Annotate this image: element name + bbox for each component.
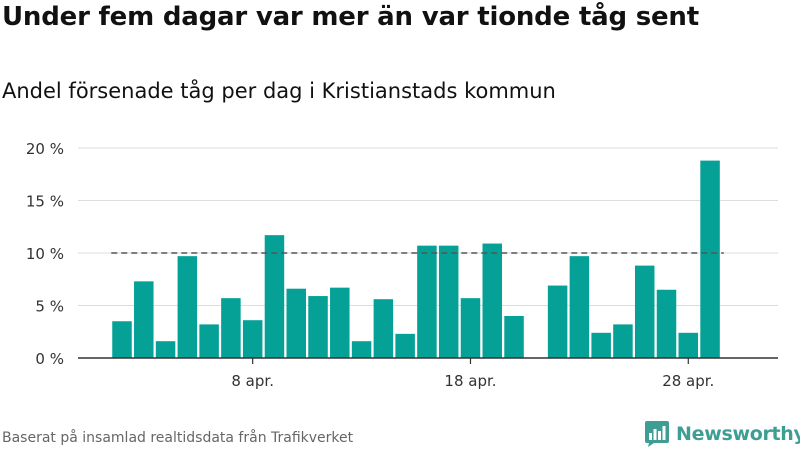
- newsworthy-logo-icon: [645, 421, 669, 447]
- newsworthy-logo: Newsworthy: [644, 420, 800, 448]
- bar: [112, 321, 132, 358]
- bar: [155, 341, 176, 358]
- bar: [373, 299, 394, 358]
- bar-chart: 0 % 5 % 10 % 15 % 20 % 8 apr. 18 apr. 28 apr.: [26, 140, 778, 390]
- bar: [395, 333, 415, 358]
- bar: [460, 298, 481, 358]
- source-note: Baserat på insamlad realtidsdata från Tr…: [2, 430, 354, 446]
- bars: [112, 160, 720, 358]
- bar: [417, 245, 437, 358]
- bar: [134, 281, 154, 358]
- bar: [264, 235, 285, 358]
- chart-subtitle: Andel försenade tåg per dag i Kristianst…: [2, 79, 556, 103]
- x-tick-label: 18 apr.: [444, 372, 496, 390]
- bar: [591, 332, 611, 358]
- y-tick-label: 0 %: [35, 350, 64, 368]
- bar: [221, 298, 241, 358]
- bar: [330, 287, 350, 358]
- bar: [177, 256, 198, 358]
- newsworthy-brand-text: Newsworthy: [676, 423, 800, 445]
- bar: [678, 332, 699, 358]
- bar: [634, 265, 655, 358]
- y-tick-label: 15 %: [26, 193, 64, 211]
- bar: [286, 288, 306, 358]
- chart-title: Under fem dagar var mer än var tionde tå…: [2, 2, 699, 32]
- bar: [438, 245, 459, 358]
- x-tick-label: 28 apr.: [662, 372, 714, 390]
- bar: [569, 256, 590, 358]
- bar: [199, 324, 219, 358]
- bar: [700, 160, 720, 358]
- y-tick-label: 5 %: [35, 298, 64, 316]
- bar: [656, 289, 677, 358]
- y-tick-label: 20 %: [26, 140, 64, 158]
- bar: [613, 324, 633, 358]
- x-tick-label: 8 apr.: [231, 372, 274, 390]
- bar: [351, 341, 372, 358]
- y-tick-label: 10 %: [26, 245, 64, 263]
- bar: [242, 320, 263, 358]
- x-axis-ticks: 8 apr. 18 apr. 28 apr.: [231, 358, 714, 390]
- bar: [308, 296, 328, 358]
- bar: [504, 316, 524, 358]
- y-axis-tick-labels: 0 % 5 % 10 % 15 % 20 %: [26, 140, 64, 368]
- bar: [547, 285, 568, 358]
- bar: [482, 243, 503, 358]
